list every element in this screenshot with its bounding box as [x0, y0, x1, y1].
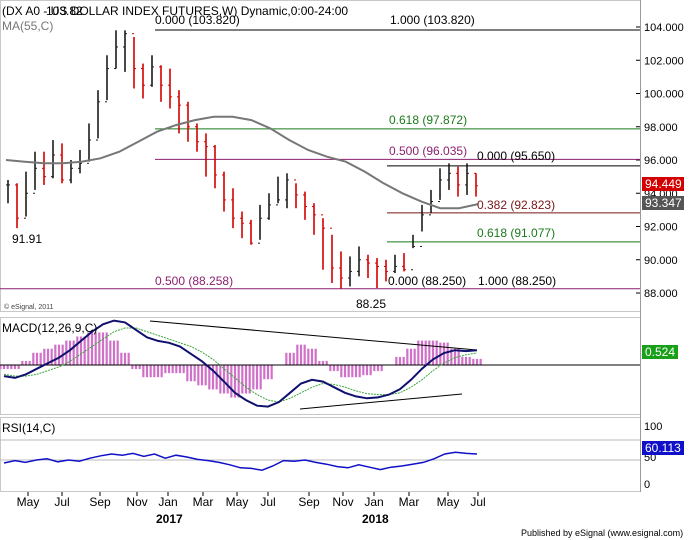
x-tick-label: Nov: [126, 495, 147, 509]
rsi-tick-0: 0: [644, 479, 650, 491]
x-tick-label: Mar: [193, 495, 214, 509]
fib-label: 0.618 (91.077): [477, 226, 555, 240]
publisher-text: Published by eSignal (www.esignal.com): [521, 528, 683, 538]
x-tick-label: May: [226, 495, 249, 509]
macd-line: [3, 319, 478, 408]
price-tick-label: 96.000: [644, 155, 678, 167]
x-tick-label: Jan: [364, 495, 383, 509]
fib-label: 0.500 (88.258): [155, 274, 233, 288]
macd-title: MACD(12,26,9,C): [2, 321, 97, 335]
macd-upper-trendline: [149, 320, 478, 351]
price-y-ticks: 104.000102.000100.00098.00096.00094.0009…: [644, 22, 684, 300]
macd-value: 0.524: [645, 345, 675, 359]
fib-label: 1.000 (88.250): [478, 274, 556, 288]
ma-price-value: 93.347: [645, 196, 682, 210]
fib-label: 0.382 (92.823): [477, 198, 555, 212]
price-tick-label: 104.000: [644, 22, 684, 34]
price-tick-label: 92.000: [644, 222, 678, 234]
fib-label: 0.000 (95.650): [477, 149, 555, 163]
price-tick-label: 98.000: [644, 122, 678, 134]
price-tick-label: 90.000: [644, 255, 678, 267]
rsi-tick-100: 100: [644, 421, 662, 433]
macd-lower-trendline: [299, 393, 463, 410]
ma-price-tag: [642, 196, 684, 210]
fib-lines: [0, 29, 640, 290]
x-tick-label: Sep: [89, 495, 111, 509]
copyright-text: © eSignal, 2011: [4, 303, 54, 311]
fib-label: 0.000 (88.250): [388, 274, 466, 288]
macd-signal-line: [3, 327, 478, 403]
rsi-line: [3, 451, 478, 471]
x-tick-label: Jul: [54, 495, 69, 509]
year-label-2017: 2017: [156, 512, 183, 526]
x-tick-label: May: [17, 495, 40, 509]
year-label-2018: 2018: [362, 512, 389, 526]
rsi-panel-frame: [0, 417, 641, 492]
x-tick-label: Jan: [158, 495, 177, 509]
ma-55-line: [5, 115, 479, 210]
macd-histogram: [0, 332, 482, 398]
last-price-tag: [642, 177, 684, 191]
macd-value-tag: [642, 345, 678, 359]
high-label: 103.82: [46, 4, 83, 18]
price-gridlines: [636, 26, 640, 294]
fib-label: 1.000 (103.820): [390, 13, 475, 27]
price-tick-label: 88.000: [644, 288, 678, 300]
fib-label: 0.000 (103.820): [155, 13, 240, 27]
ma-legend: MA(55,C): [2, 19, 53, 33]
price-bars: [6, 30, 478, 289]
fib-label: 0.618 (97.872): [389, 113, 467, 127]
last-price-value: 94.449: [645, 177, 682, 191]
x-tick-label: Mar: [399, 495, 420, 509]
x-axis-ticks: May Jul Sep Nov Jan Mar May Jul Sep Nov Jan Mar May J…: [17, 492, 486, 509]
rsi-value: 60.113: [645, 441, 681, 455]
fib-label: 0.500 (96.035): [389, 144, 467, 158]
rsi-value-tag: [642, 441, 684, 455]
low-left-label: 91.91: [12, 232, 42, 246]
price-tick-label: 100.000: [644, 89, 684, 101]
x-tick-label: Sep: [298, 495, 320, 509]
fib-labels: 0.000 (103.820) 1.000 (103.820) 0.618 (97.…: [155, 13, 556, 288]
x-tick-label: May: [437, 495, 460, 509]
x-tick-label: Jul: [470, 495, 485, 509]
rsi-title: RSI(14,C): [2, 421, 55, 435]
x-tick-label: Nov: [332, 495, 353, 509]
x-tick-label: Jul: [260, 495, 275, 509]
low-bottom-label: 88.25: [356, 297, 386, 311]
price-tick-label: 102.000: [644, 55, 684, 67]
chart-title: (DX A0 - US DOLLAR INDEX FUTURES,W) Dyna…: [2, 4, 348, 18]
